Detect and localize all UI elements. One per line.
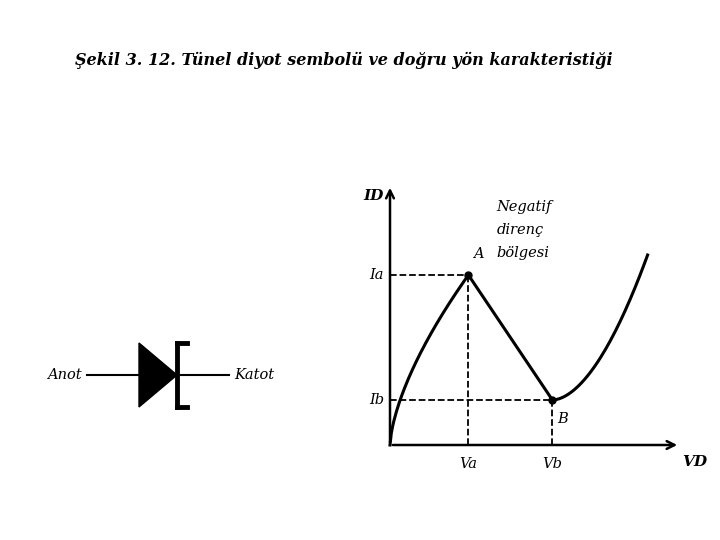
Text: Ib: Ib xyxy=(369,393,384,407)
Text: A: A xyxy=(474,247,484,261)
Text: Vb: Vb xyxy=(542,457,562,471)
Text: Anot: Anot xyxy=(48,368,82,382)
Text: Va: Va xyxy=(459,457,477,471)
Text: ID: ID xyxy=(364,189,384,203)
Text: Negatif
direnç
bölgesi: Negatif direnç bölgesi xyxy=(496,200,552,260)
Text: Katot: Katot xyxy=(234,368,274,382)
Polygon shape xyxy=(139,343,177,407)
Text: Ia: Ia xyxy=(369,268,384,282)
Text: VD: VD xyxy=(682,455,707,469)
Text: B: B xyxy=(557,412,568,426)
Text: Şekil 3. 12. Tünel diyot sembolü ve doğru yön karakteristiği: Şekil 3. 12. Tünel diyot sembolü ve doğr… xyxy=(75,51,613,69)
